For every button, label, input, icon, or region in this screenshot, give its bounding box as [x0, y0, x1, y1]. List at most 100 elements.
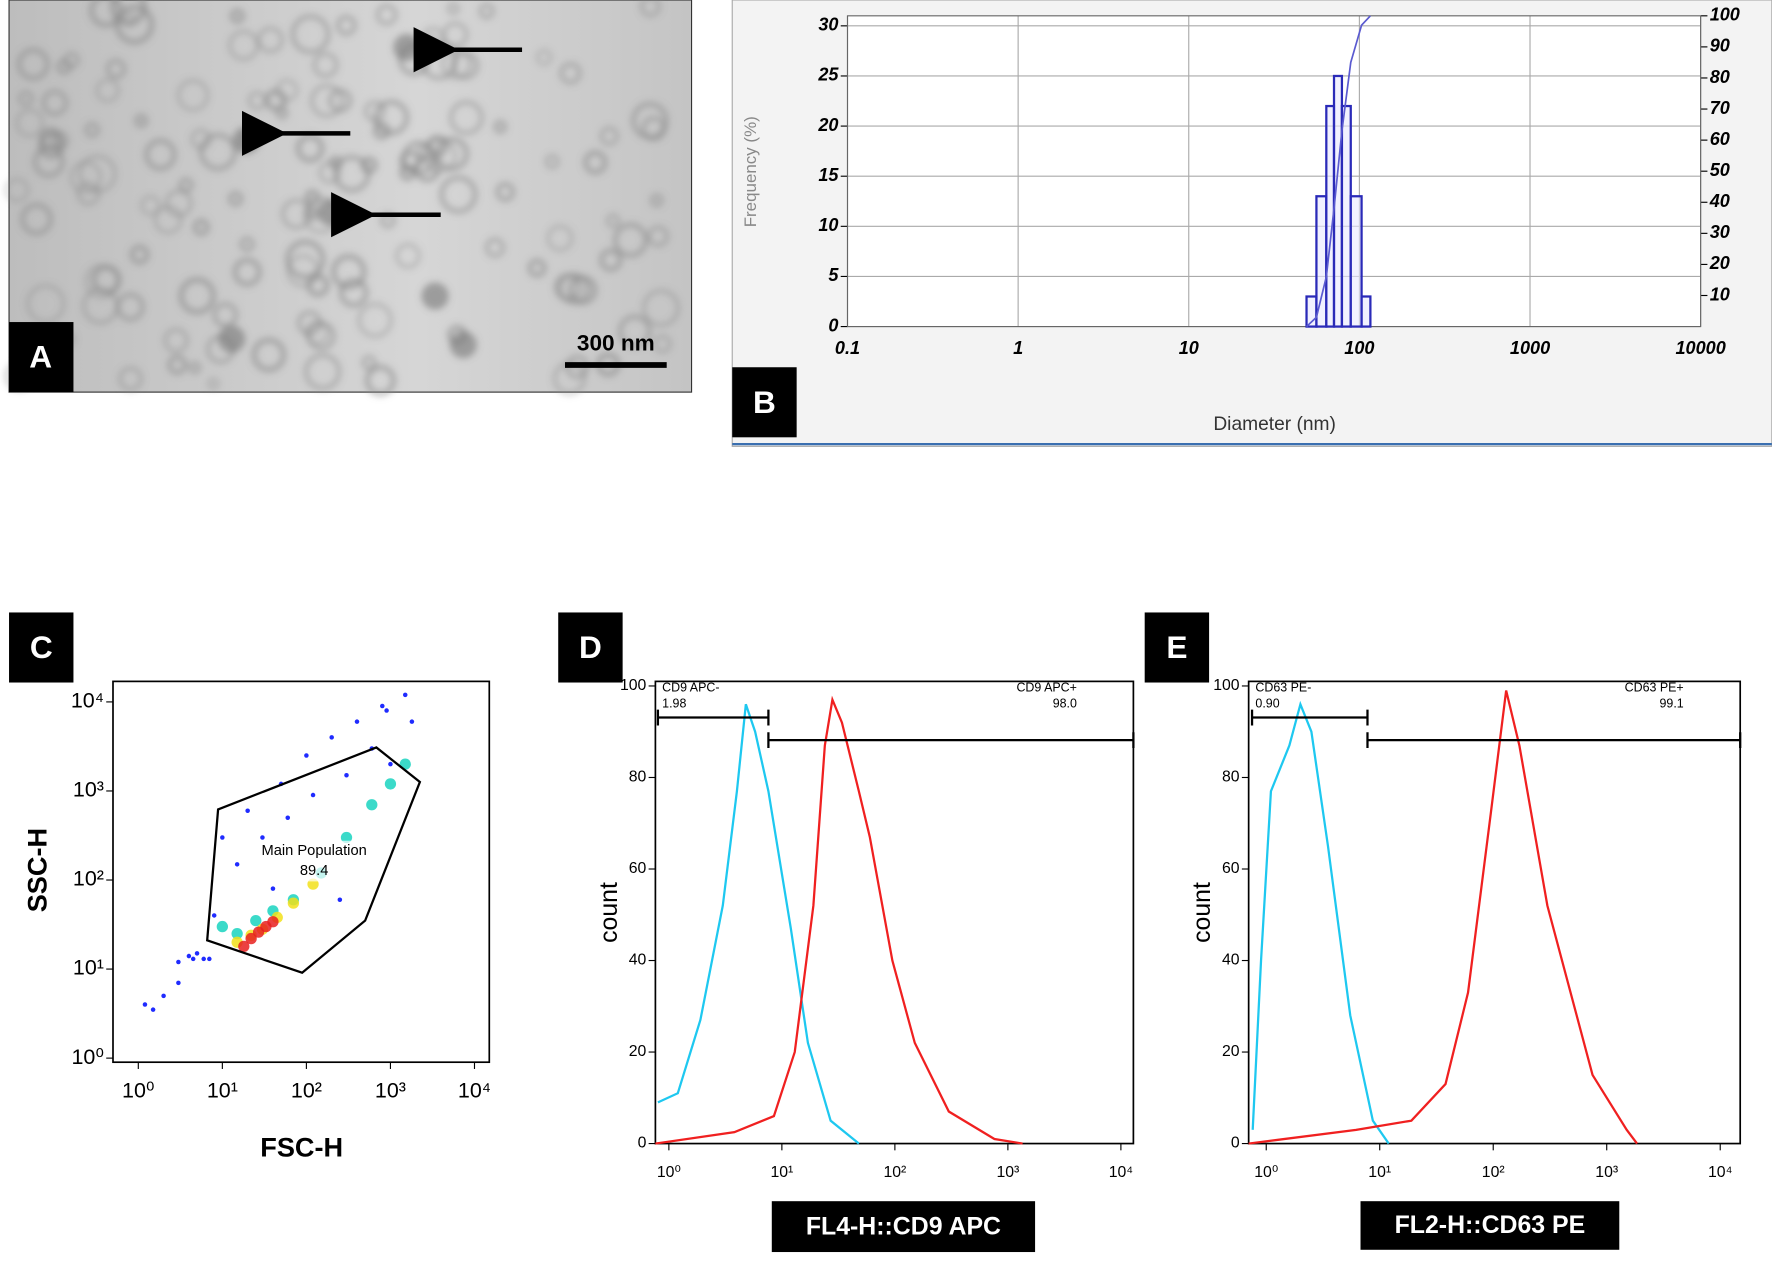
panel-label-box — [1144, 612, 1210, 683]
tem-texture-blob — [247, 91, 267, 110]
x-tick-label: 100 — [1344, 338, 1374, 358]
y-tick-label: 10³ — [73, 778, 104, 802]
tem-texture-blob — [318, 161, 341, 184]
tem-texture-blob — [653, 334, 672, 353]
event-point — [310, 792, 316, 798]
tem-texture-blob — [76, 181, 101, 206]
y-tick-label: 10¹ — [73, 956, 104, 980]
tem-texture-blob — [395, 243, 421, 269]
tem-texture-blob — [618, 314, 652, 349]
tem-vesicle — [421, 282, 449, 310]
x-tick-label: 10³ — [375, 1078, 406, 1102]
tem-texture-blob — [413, 155, 441, 183]
y-tick-label: 10 — [818, 215, 838, 235]
x-axis-label-box — [1360, 1201, 1620, 1250]
tem-texture-blob — [109, 0, 148, 26]
y-tick-label: 10² — [73, 867, 104, 891]
tem-texture-blob — [192, 218, 210, 236]
event-point — [231, 927, 243, 940]
event-point — [161, 993, 166, 999]
tem-texture-blob — [304, 353, 341, 391]
y-tick-label: 10⁰ — [71, 1045, 104, 1069]
event-point — [186, 953, 192, 959]
tem-texture-blob — [557, 272, 590, 305]
event-point — [234, 862, 240, 867]
y-tick-label: 80 — [1222, 769, 1240, 786]
event-point — [380, 703, 385, 709]
tem-texture-blob — [228, 30, 259, 61]
tem-texture-blob — [364, 364, 397, 397]
x-tick-label: 10³ — [1595, 1164, 1618, 1181]
tem-texture-blob — [251, 337, 287, 373]
tem-texture-blob — [305, 320, 329, 345]
panel: 0.1 1 10 100 1000 10000 0 5 10 15 20 25 30 10 20 30 40 50… — [731, 0, 1772, 447]
histogram-line — [657, 703, 860, 1145]
histogram-line — [655, 695, 1023, 1145]
histogram-line — [1251, 700, 1390, 1145]
tem-texture-blob — [95, 78, 120, 103]
axes-box — [112, 680, 491, 1064]
panel-label-box — [558, 612, 623, 683]
event-point — [366, 799, 378, 811]
tem-texture-blob — [439, 175, 478, 214]
panel-label: E — [1166, 629, 1187, 665]
bar — [1360, 295, 1372, 328]
tem-texture-blob — [493, 119, 508, 134]
tem-texture-blob — [357, 302, 393, 338]
y2-tick-label: 80 — [1710, 67, 1730, 87]
y-axis-label: count — [1188, 882, 1216, 943]
event-point — [344, 773, 349, 778]
gate-polygon — [205, 746, 422, 974]
tem-texture-blob — [447, 2, 460, 15]
tem-texture-blob — [544, 154, 560, 169]
tem-texture-blob — [642, 289, 680, 327]
event-point — [267, 916, 279, 928]
tem-texture-blob — [165, 189, 193, 217]
y-tick-label: 0 — [1231, 1135, 1240, 1152]
tem-texture-blob — [88, 0, 124, 28]
tem-texture-blob — [485, 237, 505, 258]
bar — [1340, 104, 1352, 328]
x-tick-label: 0.1 — [835, 338, 860, 358]
y-tick-label: 10⁴ — [71, 689, 104, 713]
y-tick-label: 100 — [1213, 677, 1240, 694]
tem-texture-blob — [129, 244, 150, 265]
y-tick-label: 0 — [638, 1135, 647, 1152]
tem-vesicle — [393, 33, 421, 62]
tem-texture-blob — [41, 89, 69, 117]
x-tick-label: 10⁰ — [1254, 1164, 1278, 1181]
event-point — [285, 815, 291, 821]
x-tick-label: 10¹ — [1368, 1164, 1391, 1181]
tem-texture-blob — [229, 8, 246, 24]
tem-texture-blob — [285, 239, 326, 280]
tem-texture-blob — [495, 182, 516, 202]
x-tick-label: 1 — [1013, 338, 1023, 358]
y2-tick-label: 90 — [1710, 36, 1730, 56]
event-point — [238, 940, 250, 952]
tem-texture-blob — [153, 205, 183, 234]
event-point — [270, 886, 276, 891]
tem-texture-blob — [69, 161, 102, 194]
y2-tick-label: 40 — [1709, 191, 1730, 211]
tem-texture-blob — [18, 90, 34, 107]
tem-texture-blob — [264, 88, 288, 112]
tem-texture-blob — [631, 101, 669, 140]
tem-texture-blob — [290, 14, 331, 54]
y-tick-label: 60 — [1222, 860, 1240, 877]
tem-texture-blob — [304, 189, 321, 206]
tem-texture-blob — [527, 258, 547, 278]
tem-texture-blob — [178, 177, 194, 193]
tem-texture-blob — [647, 225, 669, 248]
tem-texture-blob — [599, 126, 619, 146]
y-tick-label: 25 — [817, 65, 839, 85]
tem-texture-blob — [546, 225, 574, 252]
tem-texture-blob — [177, 79, 209, 112]
panel-a: 300 nm A — [4, 0, 693, 397]
event-point — [329, 735, 334, 740]
event-point — [287, 897, 300, 909]
gate-label: CD63 PE- — [1255, 680, 1311, 694]
tem-texture-blob — [612, 222, 649, 258]
y2-tick-label: 70 — [1710, 98, 1730, 118]
y-tick-label: 40 — [1222, 952, 1240, 969]
event-point — [142, 1002, 148, 1007]
